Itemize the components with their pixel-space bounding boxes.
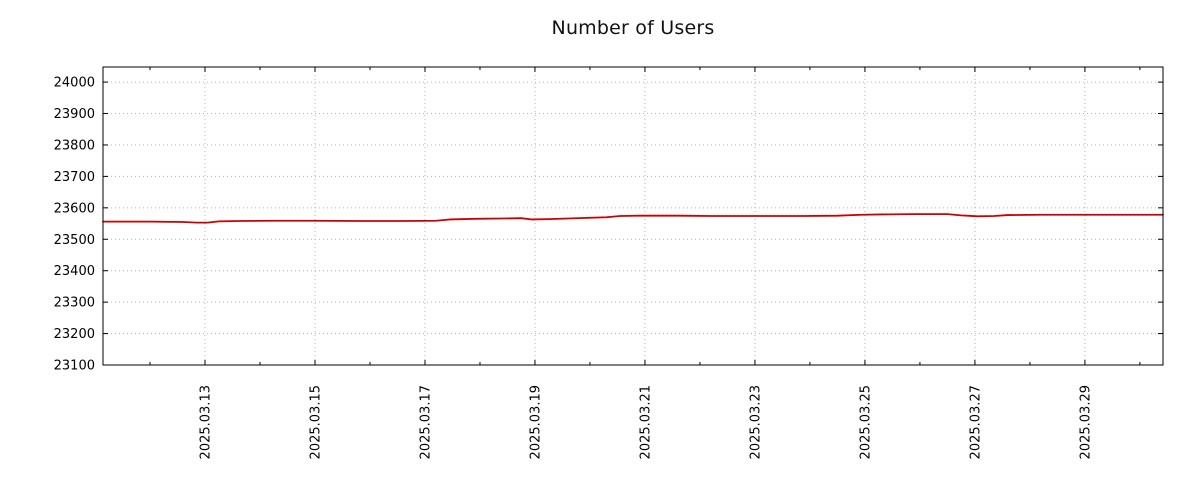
svg-text:23500: 23500 — [54, 233, 95, 248]
svg-text:2025.03.19: 2025.03.19 — [528, 385, 543, 459]
svg-text:23100: 23100 — [54, 359, 95, 374]
svg-text:23900: 23900 — [54, 107, 95, 122]
y-tick-labels: 23100 23200 23300 23400 23500 23600 23700 23800… — [54, 76, 95, 374]
svg-text:2025.03.15: 2025.03.15 — [309, 385, 324, 459]
chart-title: Number of Users — [551, 17, 715, 39]
svg-text:2025.03.25: 2025.03.25 — [858, 385, 873, 459]
series-line-number-of-users — [102, 213, 1164, 224]
svg-text:23800: 23800 — [54, 138, 95, 153]
svg-text:2025.03.29: 2025.03.29 — [1078, 385, 1093, 459]
svg-text:23400: 23400 — [54, 264, 95, 279]
svg-text:2025.03.23: 2025.03.23 — [748, 385, 763, 459]
svg-text:24000: 24000 — [54, 76, 95, 91]
plot-border — [102, 66, 1164, 366]
x-tick-labels: 2025.03.13 2025.03.15 2025.03.17 2025.03.19… — [199, 385, 1094, 459]
svg-text:2025.03.17: 2025.03.17 — [418, 385, 433, 459]
svg-text:23300: 23300 — [54, 296, 95, 311]
tick-marks — [103, 67, 1163, 366]
svg-text:2025.03.13: 2025.03.13 — [199, 385, 214, 459]
svg-text:23600: 23600 — [54, 201, 95, 216]
svg-text:2025.03.27: 2025.03.27 — [968, 385, 983, 459]
svg-text:23700: 23700 — [54, 170, 95, 185]
svg-text:2025.03.21: 2025.03.21 — [638, 385, 653, 459]
svg-text:23200: 23200 — [54, 327, 95, 342]
